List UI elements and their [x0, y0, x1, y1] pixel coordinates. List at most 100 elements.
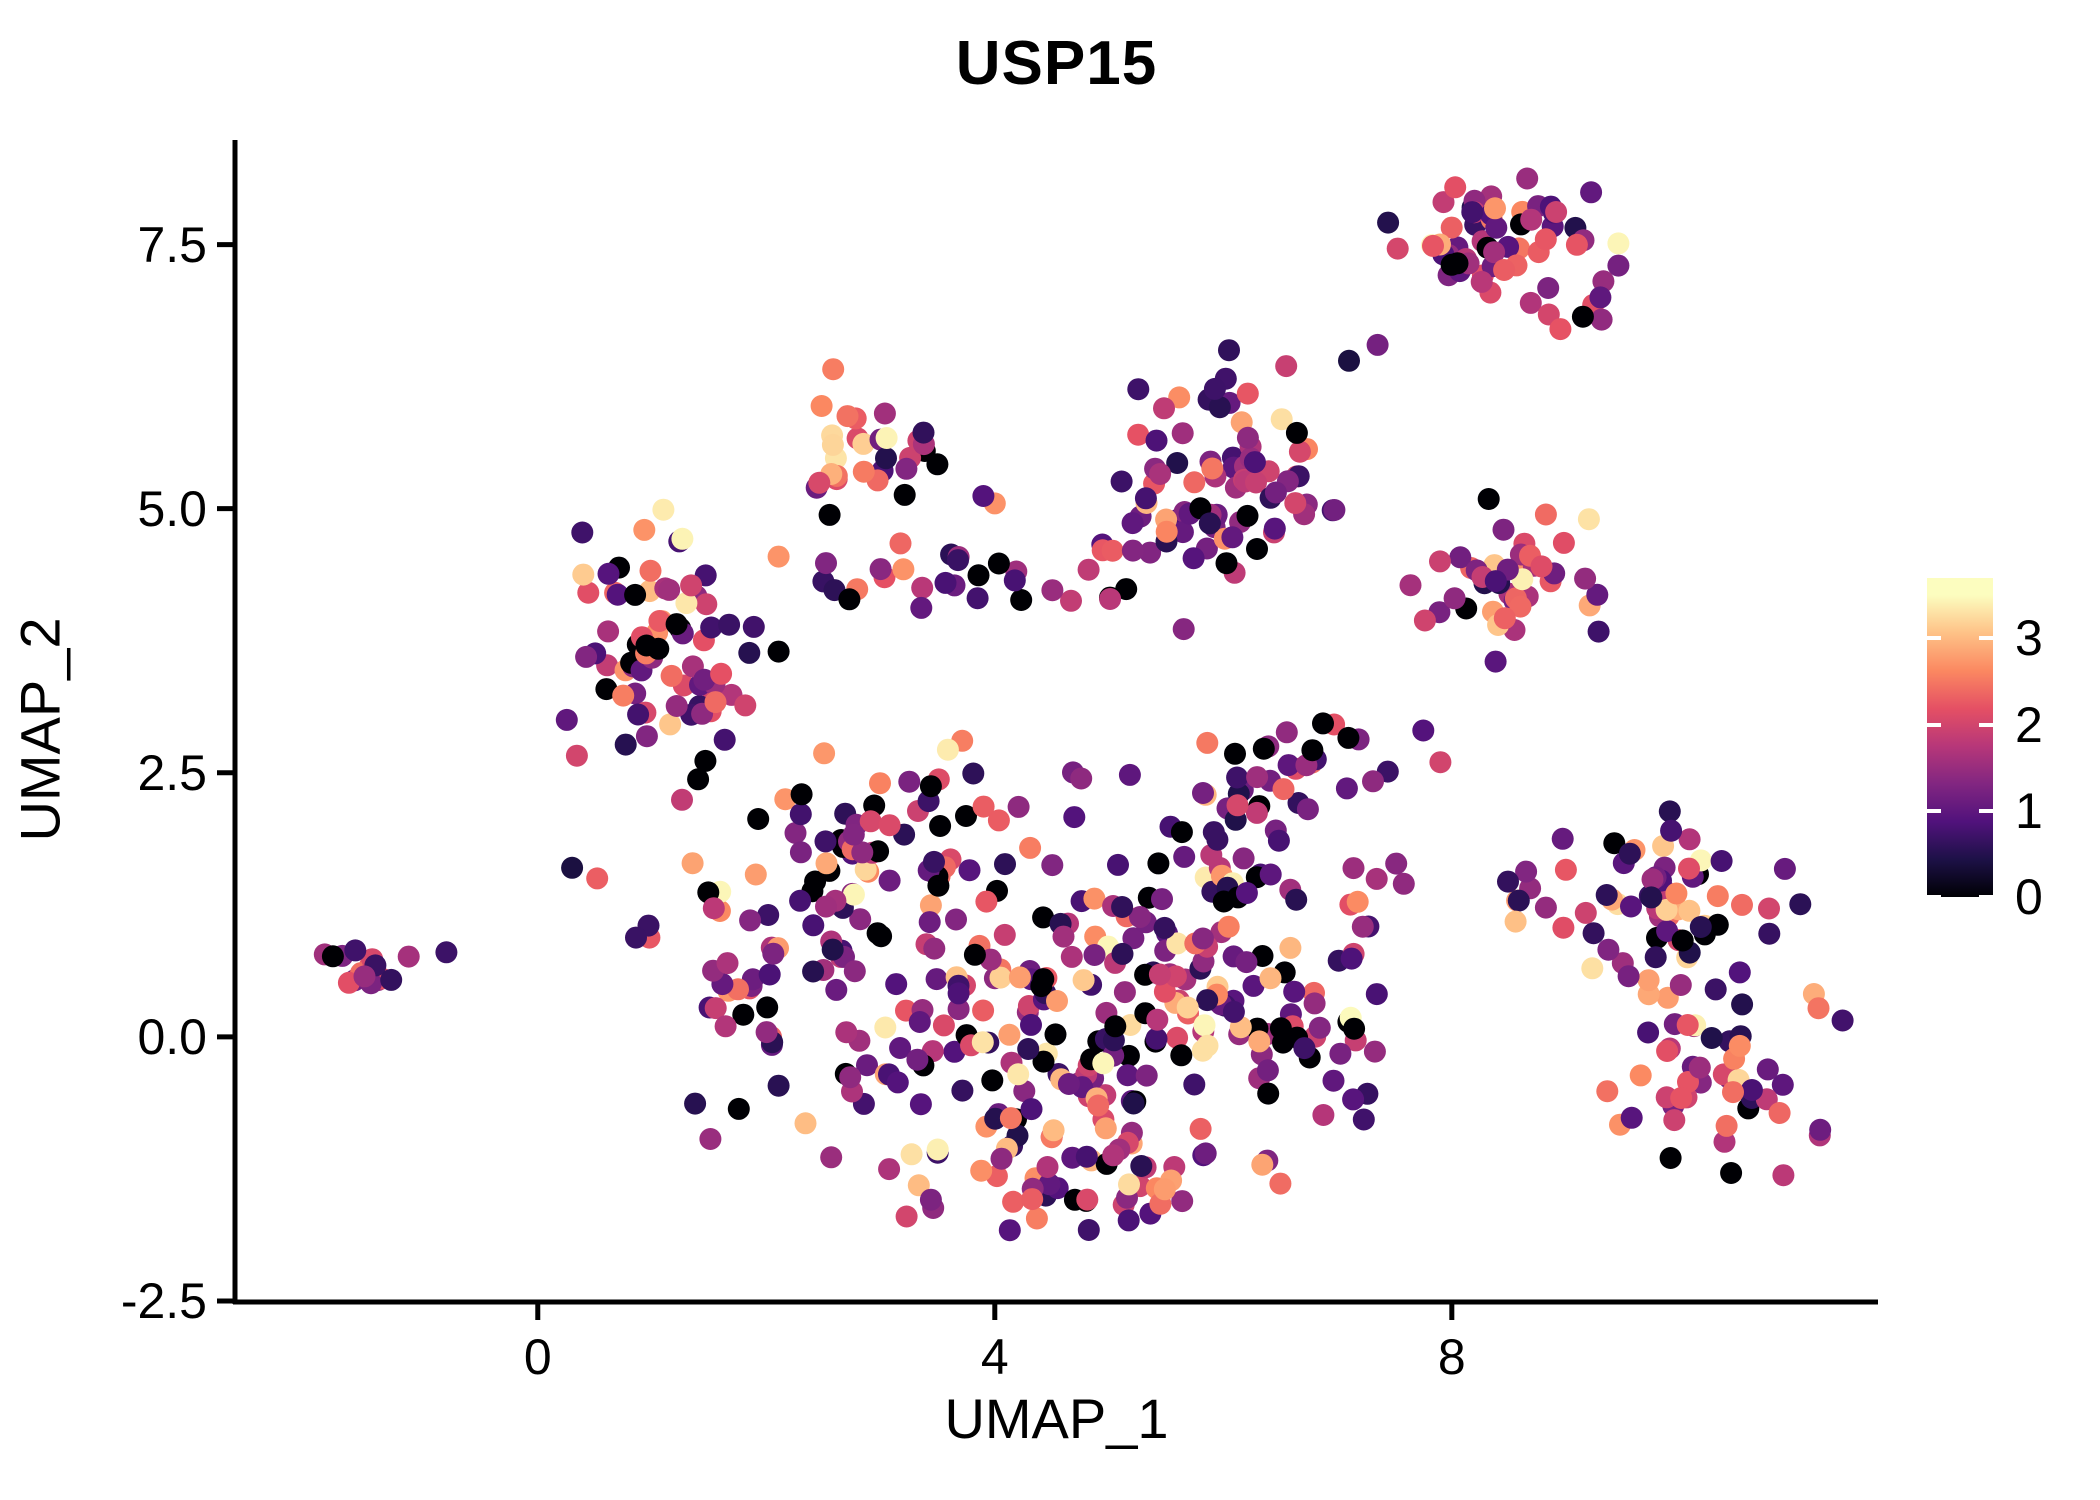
data-point [999, 1107, 1022, 1130]
data-point [1773, 857, 1796, 880]
data-point [1352, 1108, 1375, 1131]
data-point [1170, 1044, 1193, 1067]
data-point [561, 856, 584, 879]
data-point [849, 908, 872, 931]
data-point [794, 1112, 817, 1135]
data-point [1338, 349, 1360, 372]
colorbar-tick-mark [1979, 722, 1993, 727]
data-point [842, 883, 865, 906]
data-point [1077, 1219, 1100, 1241]
colorbar-tick-label: 1 [2015, 782, 2043, 839]
data-point [1509, 595, 1532, 618]
data-point [1571, 305, 1594, 328]
data-point [1516, 167, 1539, 190]
data-point [1019, 836, 1042, 859]
data-point [1715, 1114, 1738, 1137]
data-point [1789, 893, 1812, 916]
data-point [929, 815, 952, 837]
data-point [1337, 726, 1360, 749]
data-point [1046, 990, 1068, 1012]
data-point [1243, 451, 1266, 474]
data-point [821, 433, 844, 456]
data-point [1809, 1118, 1832, 1141]
data-point [744, 863, 767, 886]
data-point [814, 830, 837, 853]
data-point [998, 1219, 1021, 1242]
data-point [353, 965, 376, 988]
data-point [742, 615, 765, 638]
data-point [1484, 650, 1507, 673]
data-point [815, 895, 837, 918]
data-point [747, 808, 770, 830]
data-point [1129, 906, 1151, 928]
data-point [1196, 1034, 1219, 1057]
data-point [1329, 1042, 1352, 1065]
data-point [1308, 1016, 1331, 1039]
data-point [1134, 487, 1157, 510]
data-point [1449, 546, 1472, 569]
data-point [1060, 589, 1082, 612]
data-point [878, 814, 901, 837]
data-point [572, 563, 595, 586]
data-point [875, 447, 897, 470]
data-point [1007, 1063, 1030, 1086]
data-point [923, 850, 945, 873]
data-point [1196, 731, 1219, 754]
data-point [1519, 291, 1542, 314]
data-point [1283, 980, 1306, 1003]
data-point [380, 968, 403, 991]
data-point [802, 960, 825, 983]
data-point [1242, 974, 1265, 997]
data-point [1041, 854, 1064, 877]
data-point [1346, 890, 1369, 913]
data-point [1246, 538, 1268, 560]
data-point [1147, 852, 1170, 875]
data-point [1432, 191, 1455, 214]
data-point [1182, 547, 1205, 570]
data-point [1484, 197, 1506, 220]
data-point [699, 1128, 722, 1150]
data-point [1077, 558, 1100, 581]
data-point [972, 485, 995, 507]
data-point [1656, 1040, 1679, 1062]
data-point [681, 852, 704, 875]
data-point [1607, 254, 1630, 277]
data-point [1226, 794, 1249, 817]
data-point [958, 859, 981, 882]
data-point [625, 926, 647, 949]
data-point [1130, 1155, 1153, 1177]
data-point [639, 559, 662, 582]
data-point [789, 803, 812, 826]
data-point [906, 1048, 929, 1071]
data-point [1153, 916, 1176, 939]
data-point [675, 592, 698, 615]
data-point [1032, 1050, 1055, 1073]
data-point [1092, 1052, 1115, 1075]
data-point [727, 1097, 750, 1120]
data-point [987, 552, 1010, 575]
colorbar-gradient [1927, 578, 1993, 897]
data-point [1189, 1117, 1212, 1140]
data-point [702, 897, 725, 920]
data-point [1285, 888, 1308, 911]
data-point [1002, 1190, 1025, 1213]
data-point [1118, 1173, 1140, 1196]
data-point [910, 596, 933, 619]
data-point [951, 1079, 974, 1102]
data-point [1722, 1081, 1744, 1104]
data-point [1484, 570, 1507, 593]
data-point [767, 1074, 790, 1097]
data-point [1590, 308, 1613, 331]
data-point [1170, 821, 1193, 844]
data-point [1168, 386, 1191, 409]
data-point [1618, 842, 1641, 865]
data-point [1589, 286, 1612, 309]
data-point [1135, 1064, 1158, 1087]
data-point [900, 1143, 923, 1166]
data-point [1483, 241, 1506, 264]
data-point [700, 616, 723, 639]
data-point [1671, 929, 1694, 952]
data-point [627, 703, 650, 726]
data-point [1153, 980, 1176, 1003]
